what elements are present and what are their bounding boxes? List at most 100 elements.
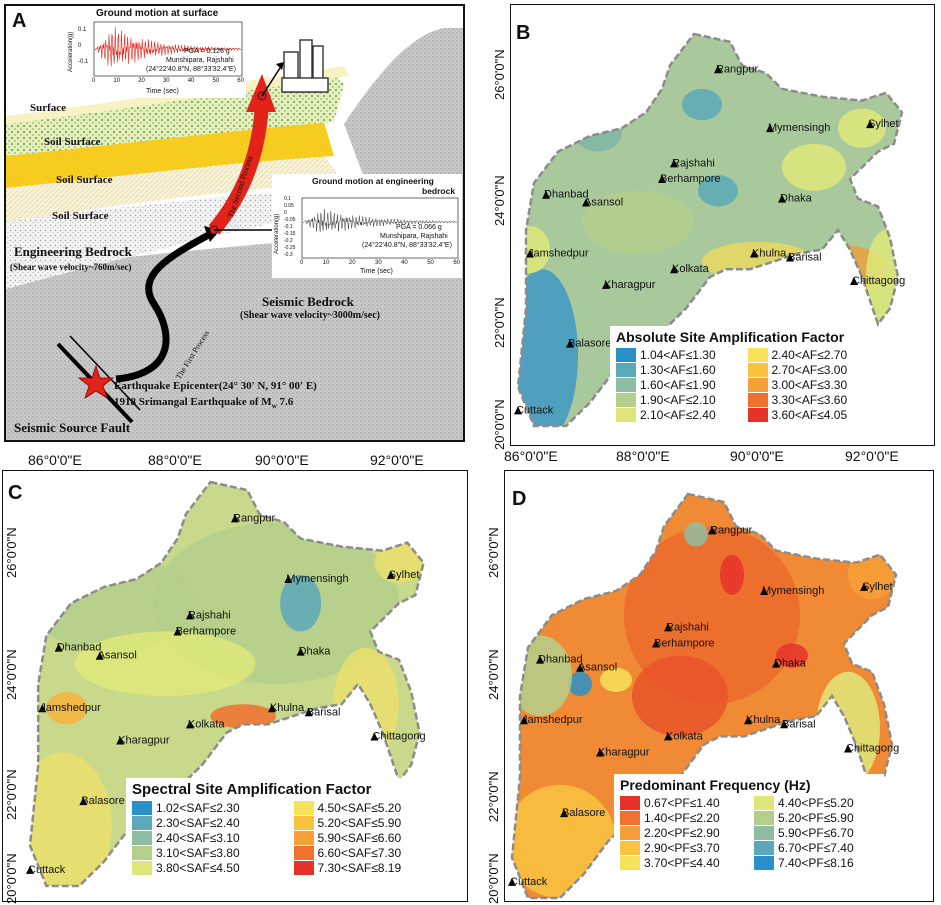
- legend-label: 2.20<PF≤2.90: [644, 826, 720, 840]
- panel-d-legend-item: 1.40<PF≤2.20: [620, 811, 744, 825]
- legend-label: 5.90<SAF≤6.60: [317, 831, 402, 845]
- panel-b-legend-item: 1.60<AF≤1.90: [616, 378, 738, 392]
- legend-label: 0.67<PF≤1.40: [644, 796, 720, 810]
- legend-swatch: [747, 408, 768, 422]
- legend-swatch: [620, 796, 640, 810]
- lat-tick-d-20: 20°0'0"N: [486, 853, 501, 904]
- legend-swatch: [616, 378, 636, 392]
- legend-b-title: Absolute Site Amplification Factor: [616, 329, 845, 345]
- legend-label: 6.60<SAF≤7.30: [317, 846, 402, 860]
- panel-a-letter: A: [12, 10, 27, 32]
- epicenter-star: [77, 364, 115, 399]
- surface-plot-coords: (24°22'40.8"N, 88°33'32.4"E): [146, 66, 236, 73]
- lat-tick-b-26: 26°0'0"N: [492, 49, 507, 100]
- legend-label: 2.70<AF≤3.00: [771, 363, 848, 377]
- legend-label: 1.60<AF≤1.90: [640, 378, 716, 392]
- panel-b-legend-item: 3.00<AF≤3.30: [747, 378, 870, 392]
- legend-label: 4.50<SAF≤5.20: [317, 801, 402, 815]
- legend-swatch: [132, 846, 152, 860]
- panel-d-legend-item: 2.20<PF≤2.90: [620, 826, 744, 840]
- legend-label: 2.40<SAF≤3.10: [156, 831, 240, 845]
- legend-label: 3.30<AF≤3.60: [771, 393, 848, 407]
- bedrock-plot-ylabel: Acceleration(g): [274, 213, 280, 254]
- legend-swatch: [620, 811, 640, 825]
- surface-plot-xlabel: Time (sec): [146, 88, 179, 95]
- legend-swatch: [620, 856, 640, 870]
- bedrock-plot-pga: PGA = 0.066 g: [396, 224, 442, 231]
- legend-label: 3.70<PF≤4.40: [644, 856, 720, 870]
- legend-c-title: Spectral Site Amplification Factor: [132, 781, 372, 798]
- legend-label: 2.90<PF≤3.70: [644, 841, 720, 855]
- lon-tick-top-90: 90°0'0"E: [255, 452, 309, 468]
- bedrock-motion-plot: Ground motion at engineering bedrock PGA…: [272, 174, 462, 278]
- legend-label: 5.20<PF≤5.90: [778, 811, 854, 825]
- panel-a: A Ground motion at surface PGA = 0.126 g…: [4, 4, 465, 442]
- label-seismic-bedrock: Seismic Bedrock: [262, 294, 354, 309]
- legend-swatch: [616, 363, 636, 377]
- panel-d-letter: D: [512, 488, 527, 510]
- legend-swatch: [754, 826, 774, 840]
- legend-swatch: [747, 393, 768, 407]
- legend-label: 1.02<SAF≤2.30: [156, 801, 240, 815]
- legend-label: 3.10<SAF≤3.80: [156, 846, 240, 860]
- surface-motion-plot: Ground motion at surface PGA = 0.126 g M…: [66, 6, 246, 98]
- lat-tick-b-20: 20°0'0"N: [492, 399, 507, 450]
- panel-c-legend-item: 5.20<SAF≤5.90: [293, 816, 446, 830]
- schematic-illustration: [6, 28, 463, 440]
- panel-d-legend-item: 2.90<PF≤3.70: [620, 841, 744, 855]
- panel-c-legend-item: 2.40<SAF≤3.10: [132, 831, 284, 845]
- label-engineering-bedrock: Engineering Bedrock: [14, 244, 132, 259]
- panel-b-legend-item: 1.04<AF≤1.30: [616, 348, 738, 362]
- panel-c-legend-item: 3.80<SAF≤4.50: [132, 861, 284, 875]
- legend-label: 7.40<PF≤8.16: [778, 856, 854, 870]
- legend-d-title: Predominant Frequency (Hz): [620, 777, 811, 793]
- panel-d-legend-item: 6.70<PF≤7.40: [754, 841, 878, 855]
- legend-label: 1.90<AF≤2.10: [640, 393, 716, 407]
- panel-d-legend-item: 3.70<PF≤4.40: [620, 856, 744, 870]
- bedrock-plot-xticks: 0 10 20 30 40 50 60: [300, 260, 460, 266]
- legend-swatch: [754, 841, 774, 855]
- lon-tick-top-88: 88°0'0"E: [148, 452, 202, 468]
- label-soil-2: Soil Surface: [56, 174, 113, 186]
- label-soil-3: Soil Surface: [52, 210, 109, 222]
- panel-d-legend-item: 0.67<PF≤1.40: [620, 796, 744, 810]
- legend-swatch: [747, 348, 768, 362]
- surface-plot-title: Ground motion at surface: [96, 8, 219, 19]
- label-seismic-bedrock-velocity: (Shear wave velocity~3000m/sec): [240, 310, 380, 321]
- lat-tick-c-24: 24°0'0"N: [4, 649, 19, 700]
- legend-label: 2.10<AF≤2.40: [640, 408, 716, 422]
- lat-tick-d-26: 26°0'0"N: [486, 527, 501, 578]
- legend-d: Predominant Frequency (Hz) 0.67<PF≤1.40 4…: [614, 774, 884, 873]
- panel-b-legend-item: 1.30<AF≤1.60: [616, 363, 738, 377]
- legend-label: 3.00<AF≤3.30: [771, 378, 848, 392]
- panel-c-legend-item: 1.02<SAF≤2.30: [132, 801, 284, 815]
- legend-swatch: [132, 831, 152, 845]
- legend-swatch: [293, 831, 314, 845]
- legend-swatch: [620, 841, 640, 855]
- lon-tick-b-86: 86°0'0"E: [504, 448, 558, 464]
- panel-d-legend-item: 7.40<PF≤8.16: [754, 856, 878, 870]
- lat-tick-c-20: 20°0'0"N: [4, 853, 19, 904]
- panel-b-legend-item: 3.60<AF≤4.05: [747, 408, 870, 422]
- legend-label: 3.80<SAF≤4.50: [156, 861, 240, 875]
- lon-tick-top-92: 92°0'0"E: [370, 452, 424, 468]
- panel-c-legend-item: 7.30<SAF≤8.19: [293, 861, 446, 875]
- legend-swatch: [747, 378, 768, 392]
- legend-swatch: [132, 861, 152, 875]
- legend-swatch: [620, 826, 640, 840]
- bedrock-plot-site: Munshipara, Rajshahi: [380, 233, 448, 240]
- label-fault: Seismic Source Fault: [14, 420, 131, 435]
- legend-label: 6.70<PF≤7.40: [778, 841, 854, 855]
- panel-b-legend-item: 1.90<AF≤2.10: [616, 393, 738, 407]
- legend-label: 4.40<PF≤5.20: [778, 796, 854, 810]
- legend-label: 1.40<PF≤2.20: [644, 811, 720, 825]
- panel-c-legend-item: 3.10<SAF≤3.80: [132, 846, 284, 860]
- legend-swatch: [616, 348, 636, 362]
- legend-c-items: 1.02<SAF≤2.30 4.50<SAF≤5.20 2.30<SAF≤2.40 5…: [132, 801, 445, 875]
- lon-tick-b-90: 90°0'0"E: [730, 448, 784, 464]
- bedrock-plot-yticks: 0.1 0.05 0 -0.05 -0.1 -0.15 -0.2 -0.25 -…: [284, 196, 296, 258]
- label-soil-1: Soil Surface: [44, 136, 101, 148]
- lon-tick-b-92: 92°0'0"E: [845, 448, 899, 464]
- bedrock-acceleration-trace: [301, 197, 459, 259]
- legend-label: 1.04<AF≤1.30: [640, 348, 716, 362]
